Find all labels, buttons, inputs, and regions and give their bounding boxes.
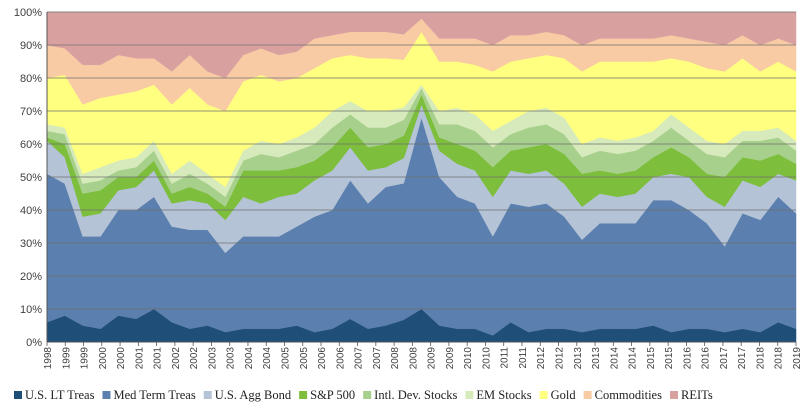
legend-label: U.S. LT Treas: [25, 388, 95, 402]
y-tick-label: 30%: [20, 238, 42, 250]
y-tick-label: 0%: [26, 337, 42, 349]
legend-label: U.S. Agg Bond: [215, 388, 292, 402]
x-tick-label: 2010: [481, 347, 492, 370]
legend-swatch: [539, 391, 548, 399]
x-tick-label: 2015: [646, 347, 657, 370]
x-tick-label: 1999: [80, 347, 91, 370]
y-tick-label: 10%: [20, 304, 42, 316]
y-tick-label: 50%: [20, 172, 42, 184]
x-tick-label: 2006: [317, 347, 328, 370]
x-tick-label: 2005: [299, 347, 310, 370]
x-tick-label: 2003: [207, 347, 218, 370]
x-tick-label: 2008: [390, 347, 401, 370]
x-tick-label: 2013: [591, 347, 602, 370]
x-tick-label: 2010: [463, 347, 474, 370]
legend: U.S. LT Treas Med Term Treas U.S. Agg Bond…: [14, 388, 713, 402]
legend-swatch: [299, 391, 308, 399]
x-tick-label: 1999: [61, 347, 72, 370]
y-tick-label: 40%: [20, 205, 42, 217]
legend-label: REITs: [681, 388, 713, 402]
x-tick-label: 2018: [774, 347, 785, 370]
y-tick-label: 100%: [14, 7, 42, 19]
legend-label: Intl. Dev. Stocks: [374, 388, 457, 402]
y-tick-label: 70%: [20, 106, 42, 118]
x-tick-label: 1998: [43, 347, 54, 370]
x-tick-label: 2017: [719, 347, 730, 370]
x-tick-label: 2004: [262, 347, 273, 370]
area-layer: [46, 11, 797, 343]
x-tick-label: 2007: [372, 347, 383, 370]
legend-label: Commodities: [595, 388, 663, 402]
x-tick-label: 2016: [682, 347, 693, 370]
legend-label: Gold: [551, 388, 577, 402]
legend-swatch: [203, 391, 212, 399]
x-tick-label: 2013: [573, 347, 584, 370]
x-tick-label: 2012: [555, 347, 566, 370]
x-axis: 1998 1999 1999 2000 2000 2001 2001 2002 2002 2003…: [43, 342, 803, 369]
x-tick-label: 2005: [280, 347, 291, 370]
legend-swatch: [102, 391, 111, 399]
x-tick-label: 2009: [445, 347, 456, 370]
x-tick-label: 2000: [98, 347, 109, 370]
legend-swatch: [363, 391, 372, 399]
x-tick-label: 2015: [664, 347, 675, 370]
y-tick-label: 60%: [20, 139, 42, 151]
x-tick-label: 2018: [755, 347, 766, 370]
legend-label: EM Stocks: [476, 388, 531, 402]
legend-swatch: [465, 391, 474, 399]
y-tick-label: 90%: [20, 40, 42, 52]
x-tick-label: 2008: [408, 347, 419, 370]
y-axis: 0% 10% 20% 30% 40% 50% 60% 70% 80% 90% 100%: [14, 7, 42, 349]
x-tick-label: 2011: [518, 347, 529, 369]
y-tick-label: 80%: [20, 73, 42, 85]
x-tick-label: 2006: [335, 347, 346, 370]
x-tick-label: 2007: [354, 347, 365, 370]
x-tick-label: 2014: [609, 347, 620, 370]
x-tick-label: 2001: [134, 347, 145, 370]
x-tick-label: 2000: [116, 347, 127, 370]
gridlines: [46, 11, 796, 343]
x-tick-label: 2016: [701, 347, 712, 370]
x-tick-label: 2014: [628, 347, 639, 370]
x-tick-label: 2019: [792, 347, 803, 370]
legend-swatch: [14, 391, 22, 399]
legend-swatch: [583, 391, 592, 399]
legend-swatch: [669, 391, 678, 399]
legend-label: Med Term Treas: [113, 388, 195, 402]
x-tick-label: 2001: [153, 347, 164, 370]
x-tick-label: 2012: [536, 347, 547, 370]
x-tick-label: 2002: [171, 347, 182, 370]
y-tick-label: 20%: [20, 271, 42, 283]
legend-label: S&P 500: [310, 388, 355, 402]
x-tick-label: 2017: [737, 347, 748, 370]
x-tick-label: 2004: [244, 347, 255, 370]
x-tick-label: 2011: [500, 347, 511, 369]
x-tick-label: 2009: [427, 347, 438, 370]
x-tick-label: 2003: [226, 347, 237, 370]
x-tick-label: 2002: [189, 347, 200, 370]
